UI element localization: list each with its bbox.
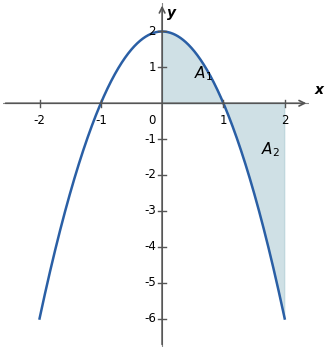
Text: 2: 2 [149, 25, 156, 38]
Text: 2: 2 [281, 114, 288, 127]
Text: -5: -5 [144, 276, 156, 289]
Text: y: y [167, 6, 176, 20]
Text: -4: -4 [144, 240, 156, 253]
Text: -2: -2 [144, 168, 156, 182]
Text: 0: 0 [149, 114, 156, 127]
Polygon shape [223, 103, 285, 318]
Text: $A_2$: $A_2$ [261, 141, 280, 159]
Text: -2: -2 [33, 114, 46, 127]
Text: -6: -6 [144, 312, 156, 325]
Text: x: x [314, 83, 323, 97]
Text: 1: 1 [149, 61, 156, 74]
Text: -3: -3 [144, 204, 156, 217]
Text: $A_1$: $A_1$ [194, 64, 213, 83]
Text: -1: -1 [144, 133, 156, 146]
Text: -1: -1 [95, 114, 107, 127]
Text: 1: 1 [220, 114, 227, 127]
